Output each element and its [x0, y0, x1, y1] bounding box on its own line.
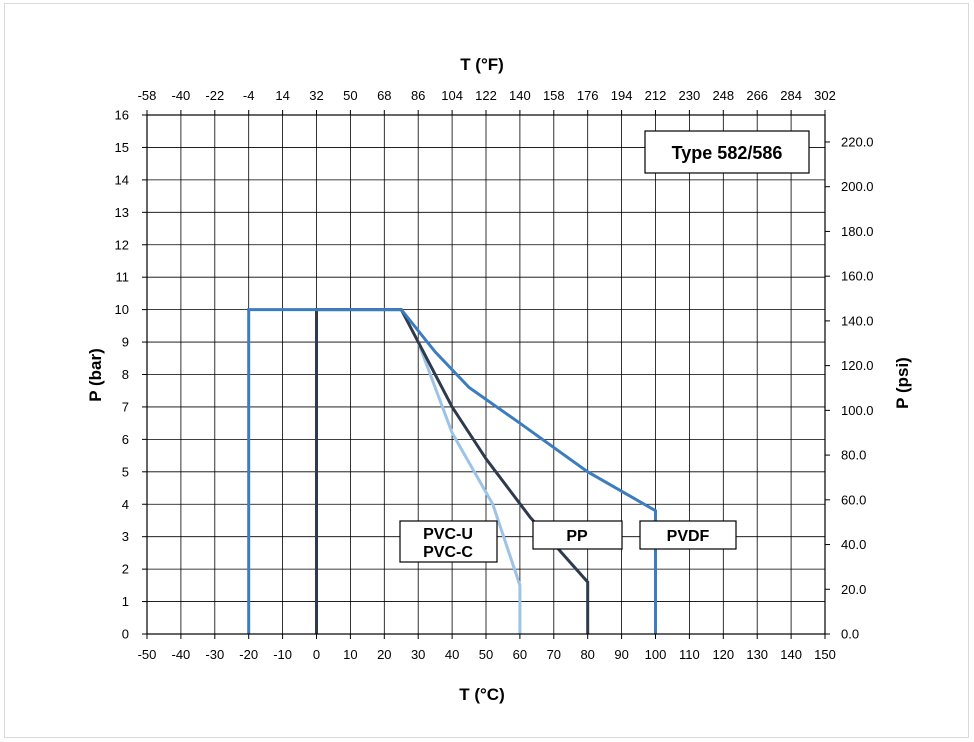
- y-tick-label: 10: [115, 302, 129, 317]
- plot-border: [146, 114, 826, 635]
- y-axis-title: P (bar): [86, 348, 105, 402]
- x2-tick-label: 140: [509, 88, 531, 103]
- x-tick-label: 20: [377, 647, 391, 662]
- x-tick-label: 130: [746, 647, 768, 662]
- x2-tick-label: -4: [243, 88, 255, 103]
- x-tick-label: -50: [138, 647, 157, 662]
- y2-tick-label: 20.0: [841, 582, 866, 597]
- pvc-label-box: PVC-U PVC-C: [399, 520, 498, 563]
- y2-tick-label: 200.0: [841, 179, 874, 194]
- x-tick-label: 140: [780, 647, 802, 662]
- y2-tick-label: 220.0: [841, 134, 874, 149]
- type-label: Type 582/586: [672, 143, 783, 163]
- pvdf-label-box: PVDF: [639, 520, 737, 550]
- series-line-pvc-u-pvc-c: [416, 341, 522, 634]
- y2-tick-label: 40.0: [841, 537, 866, 552]
- x2-tick-label: 50: [343, 88, 357, 103]
- x2-tick-label: 14: [275, 88, 289, 103]
- y-tick-label: 16: [115, 108, 129, 123]
- x2-tick-label: 302: [814, 88, 836, 103]
- x2-tick-label: 230: [679, 88, 701, 103]
- x-tick-label: 100: [645, 647, 667, 662]
- x2-tick-label: 104: [441, 88, 463, 103]
- x-tick-label: 120: [712, 647, 734, 662]
- x-tick-label: -30: [205, 647, 224, 662]
- y2-tick-label: 0.0: [841, 627, 859, 642]
- x2-tick-label: 266: [746, 88, 768, 103]
- x2-tick-label: -22: [205, 88, 224, 103]
- x-tick-label: 90: [614, 647, 628, 662]
- pvc-c-label: PVC-C: [423, 544, 473, 561]
- series-line-pvdf: [247, 308, 657, 634]
- x2-tick-label: 86: [411, 88, 425, 103]
- y-tick-label: 13: [115, 205, 129, 220]
- x-tick-label: 0: [313, 647, 320, 662]
- x2-tick-label: 176: [577, 88, 599, 103]
- pp-label-box: PP: [532, 520, 623, 550]
- x2-tick-label: 68: [377, 88, 391, 103]
- chart-frame: [4, 3, 969, 738]
- axes: [146, 114, 826, 635]
- y2-tick-label: 80.0: [841, 448, 866, 463]
- x2-tick-label: -40: [172, 88, 191, 103]
- y2-tick-label: 100.0: [841, 403, 874, 418]
- y2-tick-label: 180.0: [841, 224, 874, 239]
- x-axis-title: T (°C): [459, 685, 505, 704]
- x2-tick-label: 122: [475, 88, 497, 103]
- y-tick-label: 2: [122, 562, 129, 577]
- x2-tick-label: 194: [611, 88, 633, 103]
- y2-tick-label: 120.0: [841, 358, 874, 373]
- y-tick-label: 4: [122, 497, 129, 512]
- y2-tick-label: 140.0: [841, 313, 874, 328]
- y2-tick-label: 60.0: [841, 492, 866, 507]
- y-tick-label: 3: [122, 529, 129, 544]
- tick-labels: -50-58-40-40-30-22-20-4-1014032105020683…: [115, 88, 874, 662]
- x-tick-label: 10: [343, 647, 357, 662]
- x2-tick-label: 158: [543, 88, 565, 103]
- x-tick-label: -20: [239, 647, 258, 662]
- type-label-box: Type 582/586: [644, 130, 810, 174]
- y-tick-label: 8: [122, 367, 129, 382]
- y-tick-label: 11: [116, 270, 130, 285]
- x-tick-label: 30: [411, 647, 425, 662]
- y-tick-label: 15: [115, 140, 129, 155]
- y2-tick-label: 160.0: [841, 269, 874, 284]
- y2-axis-title: P (psi): [893, 357, 912, 409]
- x2-tick-label: 284: [780, 88, 802, 103]
- y-tick-label: 7: [122, 399, 129, 414]
- series-lines: [247, 308, 657, 634]
- x-tick-label: -10: [273, 647, 292, 662]
- pp-label: PP: [566, 528, 588, 545]
- x2-axis-title: T (°F): [460, 55, 504, 74]
- x-tick-label: 110: [679, 647, 700, 662]
- x-tick-label: 60: [513, 647, 527, 662]
- x2-tick-label: 248: [712, 88, 734, 103]
- x2-tick-label: 32: [309, 88, 323, 103]
- pvdf-label: PVDF: [667, 528, 710, 545]
- pvc-u-label: PVC-U: [423, 526, 473, 543]
- x-tick-label: -40: [172, 647, 191, 662]
- y-tick-label: 9: [122, 335, 129, 350]
- y-tick-label: 1: [122, 594, 129, 609]
- x-tick-label: 40: [445, 647, 459, 662]
- x-tick-label: 150: [814, 647, 836, 662]
- y-tick-label: 14: [115, 172, 129, 187]
- y-tick-label: 6: [122, 432, 129, 447]
- x-tick-label: 80: [580, 647, 594, 662]
- x-tick-label: 50: [479, 647, 493, 662]
- x2-tick-label: -58: [138, 88, 157, 103]
- x-tick-label: 70: [547, 647, 561, 662]
- y-tick-label: 12: [115, 237, 129, 252]
- x2-tick-label: 212: [645, 88, 667, 103]
- y-tick-label: 0: [122, 627, 129, 642]
- y-tick-label: 5: [122, 464, 129, 479]
